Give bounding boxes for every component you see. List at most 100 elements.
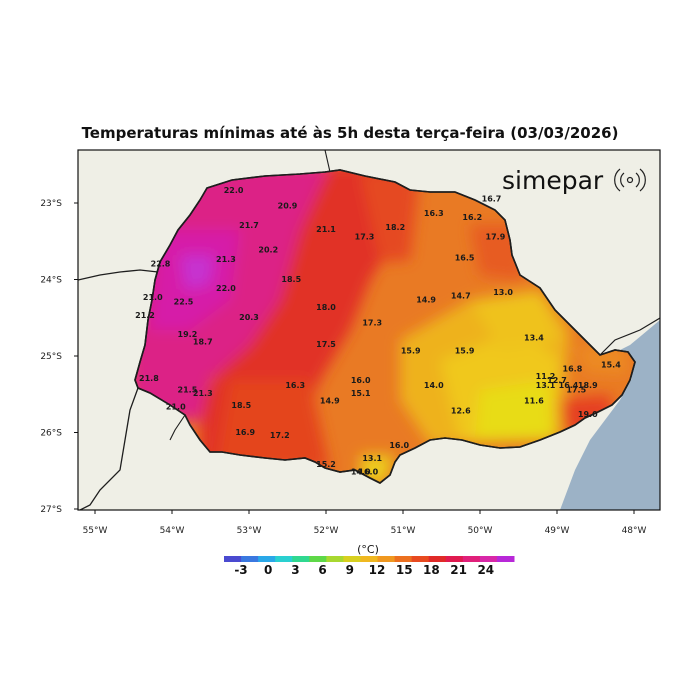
- longitude-tick-label: 53°W: [237, 526, 262, 536]
- longitude-tick-label: 54°W: [160, 526, 185, 536]
- colorbar-segment: [241, 556, 259, 562]
- colorbar-segment: [258, 556, 276, 562]
- temperature-value-label: 20.3: [239, 313, 259, 322]
- coast-north: [599, 317, 660, 356]
- temperature-value-label: 13.1: [536, 381, 556, 390]
- temperature-value-label: 16.9: [235, 428, 255, 437]
- temperature-value-label: 17.2: [270, 431, 290, 440]
- colorbar-tick-label: 0: [264, 563, 272, 577]
- colorbar-tick-label: 6: [318, 563, 326, 577]
- axis-ticks: 55°W 54°W 53°W 52°W 51°W 50°W 49°W 48°W 23°S 24°S…: [40, 199, 646, 536]
- colorbar-ticks: -3 0 3 6 9 12 15 18 21 24: [234, 563, 494, 577]
- temperature-value-label: 20.9: [278, 201, 298, 210]
- temperature-value-label: 22.8: [151, 260, 171, 269]
- temperature-value-label: 12.7: [547, 376, 567, 385]
- temperature-value-label: 16.7: [482, 195, 502, 204]
- colorbar-tick-label: 18: [423, 563, 440, 577]
- temperature-value-label: 15.4: [601, 361, 621, 370]
- brand-logo-text: simepar: [502, 166, 604, 195]
- temperature-value-label: 15.9: [401, 347, 421, 356]
- temperature-value-label: 11.6: [524, 396, 544, 405]
- temperature-value-label: 15.2: [316, 460, 336, 469]
- longitude-tick-label: 50°W: [468, 526, 493, 536]
- temperature-value-label: 18.0: [316, 303, 336, 312]
- map-title: Temperaturas mínimas até às 5h desta ter…: [81, 124, 619, 142]
- latitude-tick-label: 24°S: [40, 276, 62, 286]
- colorbar-segment: [224, 556, 242, 562]
- temperature-value-label: 14.7: [451, 292, 471, 301]
- temperature-value-label: 16.0: [358, 468, 378, 477]
- colorbar-segment: [292, 556, 310, 562]
- colorbar-segment: [411, 556, 430, 562]
- temperature-value-label: 16.4: [559, 381, 579, 390]
- temperature-value-label: 17.3: [362, 318, 382, 327]
- temperature-value-label: 16.5: [455, 253, 475, 262]
- temperature-value-label: 18.5: [281, 275, 301, 284]
- colorbar-segment: [394, 556, 413, 562]
- temperature-value-label: 14.9: [320, 396, 340, 405]
- colorbar-tick-label: 12: [369, 563, 386, 577]
- colorbar-tick-label: 9: [346, 563, 354, 577]
- temperature-value-label: 22.0: [224, 186, 244, 195]
- temperature-value-label: 21.2: [135, 311, 155, 320]
- temperature-value-label: 21.1: [316, 225, 336, 234]
- longitude-tick-label: 55°W: [83, 526, 108, 536]
- colorbar-segment: [377, 556, 396, 562]
- colorbar-tick-label: 3: [291, 563, 299, 577]
- temperature-value-label: 21.3: [216, 255, 236, 264]
- temperature-value-label: 18.2: [385, 223, 405, 232]
- temperature-value-label: 18.7: [193, 338, 213, 347]
- longitude-tick-label: 52°W: [314, 526, 339, 536]
- temperature-value-label: 16.2: [462, 213, 482, 222]
- longitude-tick-label: 49°W: [545, 526, 570, 536]
- temperature-value-label: 21.8: [139, 374, 159, 383]
- temperature-value-label: 17.9: [486, 233, 506, 242]
- temperature-value-label: 14.0: [424, 381, 444, 390]
- colorbar-segment: [479, 556, 498, 562]
- longitude-tick-label: 48°W: [622, 526, 647, 536]
- latitude-tick-label: 26°S: [40, 429, 62, 439]
- temperature-value-label: 15.9: [455, 347, 475, 356]
- colorbar-tick-label: 15: [396, 563, 413, 577]
- value-labels: 22.0 20.9 21.7 21.1 17.3 18.2 16.3 16.216.7 17.9…: [135, 186, 621, 477]
- temperature-value-label: 16.3: [424, 209, 444, 218]
- latitude-tick-label: 23°S: [40, 199, 62, 209]
- temperature-value-label: 14.0: [351, 468, 371, 477]
- temperature-value-label: 16.0: [351, 376, 371, 385]
- temperature-value-label: 16.8: [563, 364, 583, 373]
- temperature-value-label: 22.0: [216, 284, 236, 293]
- temperature-value-label: 11.2: [536, 372, 556, 381]
- temperature-value-label: 16.3: [285, 381, 305, 390]
- temperature-value-label: 19.2: [178, 330, 198, 339]
- temperature-value-label: 21.3: [193, 389, 213, 398]
- temperature-value-label: 12.6: [451, 406, 471, 415]
- brand-waves-icon: [614, 168, 646, 192]
- temperature-value-label: 21.0: [166, 403, 186, 412]
- colorbar-segment: [343, 556, 361, 562]
- temperature-value-label: 16.0: [389, 441, 409, 450]
- colorbar-segment: [326, 556, 344, 562]
- temperature-value-label: 15.1: [351, 389, 371, 398]
- temperature-value-label: 18.9: [578, 381, 598, 390]
- temperature-value-label: 20.2: [258, 246, 278, 255]
- temperature-value-label: 18.5: [231, 401, 251, 410]
- temperature-value-label: 19.0: [578, 410, 598, 419]
- temperature-value-label: 22.5: [174, 298, 194, 307]
- temperature-value-label: 17.5: [316, 340, 336, 349]
- border-ms-paraguay: [78, 269, 159, 281]
- colorbar-segment: [445, 556, 464, 562]
- colorbar-tick-label: 21: [450, 563, 467, 577]
- temperature-value-label: 17.3: [355, 233, 375, 242]
- colorbar: [224, 556, 515, 562]
- temperature-value-label: 17.5: [566, 386, 586, 395]
- latitude-tick-label: 27°S: [40, 505, 62, 515]
- colorbar-segment: [462, 556, 481, 562]
- colorbar-segment: [360, 556, 379, 562]
- temperature-value-label: 13.1: [362, 454, 382, 463]
- map-frame: [77, 149, 661, 511]
- latitude-tick-label: 25°S: [40, 352, 62, 362]
- temperature-value-label: 13.0: [493, 288, 513, 297]
- colorbar-segment: [496, 556, 515, 562]
- temperature-value-label: 21.5: [178, 386, 198, 395]
